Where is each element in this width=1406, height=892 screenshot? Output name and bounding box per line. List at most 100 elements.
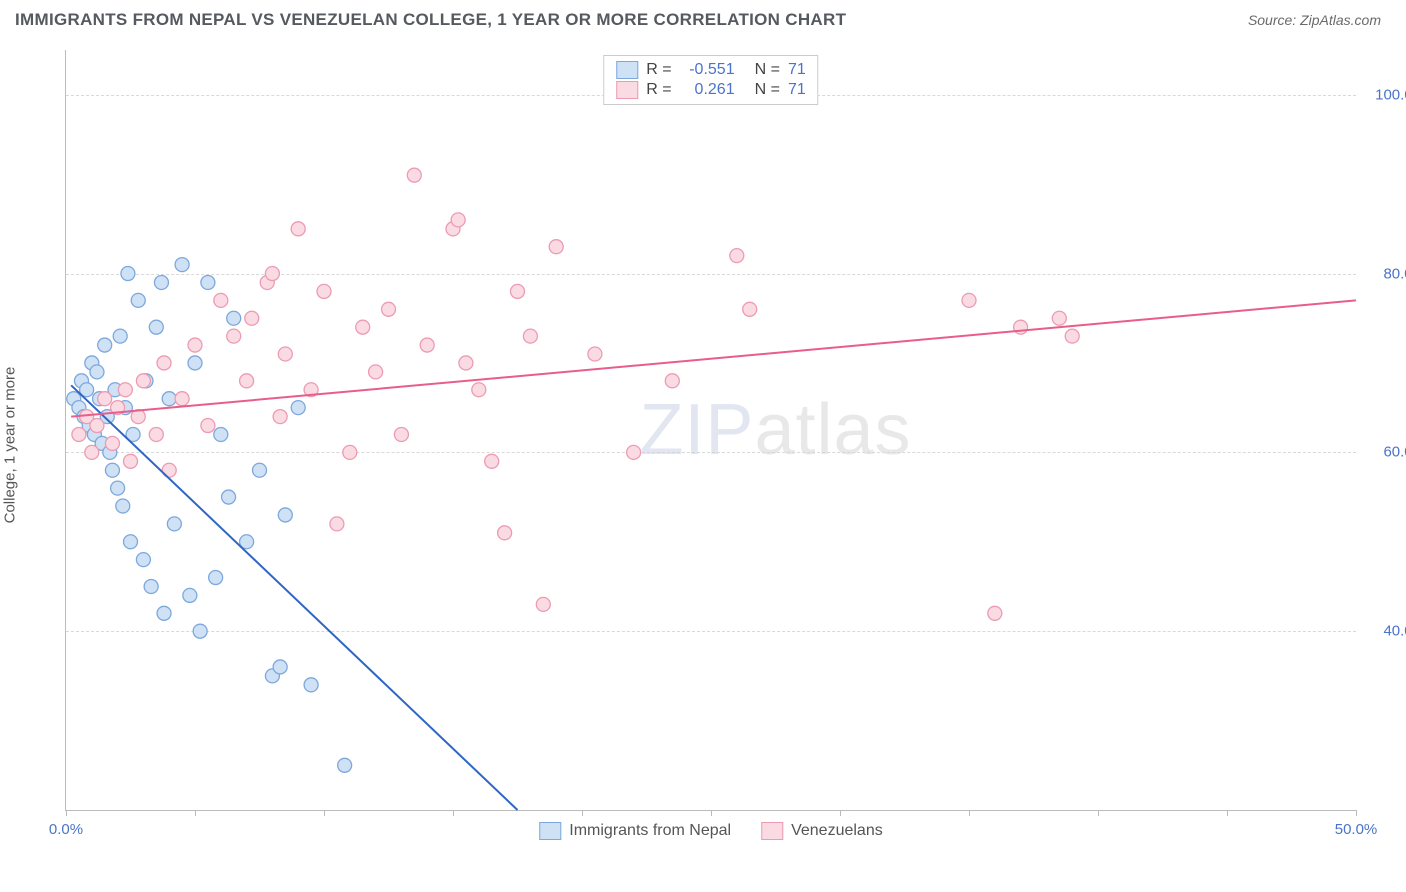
scatter-point xyxy=(743,302,757,316)
legend-series: Immigrants from Nepal Venezuelans xyxy=(539,822,882,840)
x-tick-mark xyxy=(195,810,196,816)
scatter-point xyxy=(253,463,267,477)
scatter-point xyxy=(304,678,318,692)
y-tick-label: 80.0% xyxy=(1383,265,1406,282)
scatter-point xyxy=(730,249,744,263)
scatter-point xyxy=(369,365,383,379)
scatter-point xyxy=(162,392,176,406)
scatter-point xyxy=(214,427,228,441)
scatter-point xyxy=(278,508,292,522)
scatter-point xyxy=(451,213,465,227)
x-tick-label: 0.0% xyxy=(49,821,83,838)
scatter-point xyxy=(382,302,396,316)
scatter-point xyxy=(136,374,150,388)
scatter-point xyxy=(523,329,537,343)
n-value: 71 xyxy=(788,61,806,79)
scatter-point xyxy=(90,419,104,433)
scatter-point xyxy=(149,427,163,441)
scatter-point xyxy=(1052,311,1066,325)
scatter-point xyxy=(227,329,241,343)
scatter-point xyxy=(338,758,352,772)
scatter-point xyxy=(98,392,112,406)
scatter-point xyxy=(498,526,512,540)
scatter-point xyxy=(157,606,171,620)
scatter-point xyxy=(291,222,305,236)
legend-series-item: Immigrants from Nepal xyxy=(539,822,731,840)
scatter-point xyxy=(407,168,421,182)
scatter-point xyxy=(167,517,181,531)
scatter-point xyxy=(72,427,86,441)
scatter-point xyxy=(136,553,150,567)
r-value: -0.551 xyxy=(680,61,735,79)
scatter-point xyxy=(149,320,163,334)
legend-correlation-row: R = -0.551 N = 71 xyxy=(616,60,805,80)
scatter-point xyxy=(665,374,679,388)
scatter-point xyxy=(201,419,215,433)
scatter-point xyxy=(273,660,287,674)
legend-correlation-row: R =0.261N =71 xyxy=(616,80,805,100)
r-label: R = xyxy=(646,61,671,79)
scatter-point xyxy=(85,445,99,459)
y-axis-label: College, 1 year or more xyxy=(2,367,19,524)
scatter-point xyxy=(273,410,287,424)
x-tick-mark xyxy=(969,810,970,816)
n-label: N = xyxy=(755,61,780,79)
scatter-point xyxy=(988,606,1002,620)
scatter-point xyxy=(511,284,525,298)
r-value: 0.261 xyxy=(680,81,735,99)
scatter-point xyxy=(278,347,292,361)
scatter-point xyxy=(1065,329,1079,343)
scatter-point xyxy=(193,624,207,638)
scatter-point xyxy=(188,356,202,370)
chart-container: College, 1 year or more ZIPatlas R =-0.5… xyxy=(45,50,1380,840)
legend-correlation: R = -0.551 N = 71R = 0.261 N = 71 xyxy=(603,55,818,105)
x-tick-mark xyxy=(582,810,583,816)
scatter-point xyxy=(485,454,499,468)
legend-swatch xyxy=(616,61,638,79)
x-tick-mark xyxy=(66,810,67,816)
scatter-point xyxy=(131,293,145,307)
scatter-point xyxy=(240,374,254,388)
scatter-point xyxy=(962,293,976,307)
scatter-point xyxy=(105,463,119,477)
header: IMMIGRANTS FROM NEPAL VS VENEZUELAN COLL… xyxy=(0,0,1406,35)
scatter-point xyxy=(245,311,259,325)
scatter-point xyxy=(183,588,197,602)
n-label: N = xyxy=(755,81,780,99)
legend-series-item: Venezuelans xyxy=(761,822,883,840)
scatter-point xyxy=(90,365,104,379)
scatter-point xyxy=(157,356,171,370)
scatter-point xyxy=(472,383,486,397)
legend-swatch xyxy=(616,81,638,99)
trend-line xyxy=(71,385,517,810)
scatter-point xyxy=(265,267,279,281)
y-tick-label: 100.0% xyxy=(1375,86,1406,103)
scatter-point xyxy=(291,401,305,415)
source-attribution: Source: ZipAtlas.com xyxy=(1248,12,1381,28)
scatter-point xyxy=(214,293,228,307)
x-tick-mark xyxy=(840,810,841,816)
scatter-point xyxy=(627,445,641,459)
scatter-point xyxy=(420,338,434,352)
x-tick-mark xyxy=(453,810,454,816)
scatter-point xyxy=(356,320,370,334)
scatter-point xyxy=(222,490,236,504)
scatter-point xyxy=(536,597,550,611)
scatter-point xyxy=(124,535,138,549)
plot-svg xyxy=(66,50,1356,810)
scatter-point xyxy=(588,347,602,361)
scatter-point xyxy=(549,240,563,254)
scatter-point xyxy=(394,427,408,441)
scatter-point xyxy=(116,499,130,513)
scatter-point xyxy=(209,571,223,585)
x-tick-mark xyxy=(1098,810,1099,816)
legend-swatch xyxy=(761,822,783,840)
scatter-point xyxy=(227,311,241,325)
y-tick-label: 40.0% xyxy=(1383,623,1406,640)
chart-title: IMMIGRANTS FROM NEPAL VS VENEZUELAN COLL… xyxy=(15,10,846,30)
x-tick-mark xyxy=(711,810,712,816)
scatter-point xyxy=(188,338,202,352)
r-label: R = xyxy=(646,81,671,99)
legend-swatch xyxy=(539,822,561,840)
legend-series-label: Venezuelans xyxy=(791,822,883,840)
